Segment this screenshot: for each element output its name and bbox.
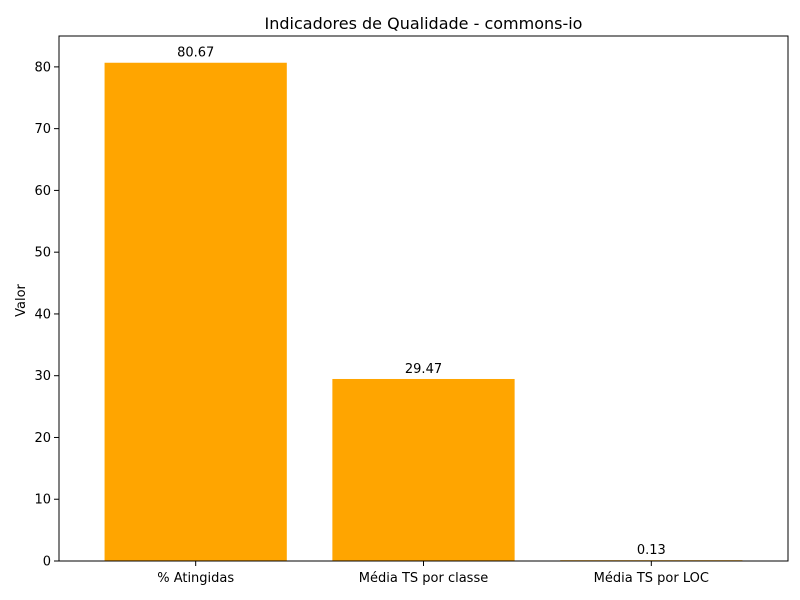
y-tick-label: 80 — [34, 60, 51, 75]
x-tick-label: % Atingidas — [157, 571, 234, 586]
y-tick-label: 70 — [34, 122, 51, 137]
chart-title: Indicadores de Qualidade - commons-io — [265, 14, 583, 33]
bars-group — [104, 62, 743, 562]
y-tick-label: 60 — [34, 184, 51, 199]
x-axis: % Atingidas Média TS por classe Média TS p… — [157, 561, 709, 586]
bar-value-label: 29.47 — [405, 362, 442, 377]
bar-value-label: 80.67 — [177, 46, 214, 61]
plot-area-frame — [58, 35, 789, 562]
y-tick-label: 0 — [43, 555, 51, 570]
bar-value-label: 0.13 — [637, 543, 666, 558]
y-axis: 0 10 20 30 40 50 60 70 80 — [34, 60, 59, 570]
bar — [104, 62, 287, 562]
x-tick-label: Média TS por LOC — [594, 571, 709, 586]
y-tick-label: 20 — [34, 431, 51, 446]
y-tick-label: 30 — [34, 369, 51, 384]
y-axis-label: Valor — [14, 283, 29, 316]
y-tick-label: 40 — [34, 307, 51, 322]
y-tick-label: 50 — [34, 246, 51, 261]
x-tick-label: Média TS por classe — [359, 571, 488, 586]
bar — [332, 378, 515, 561]
y-tick-label: 10 — [34, 493, 51, 508]
bar-value-labels: 80.67 29.47 0.13 — [177, 46, 666, 558]
